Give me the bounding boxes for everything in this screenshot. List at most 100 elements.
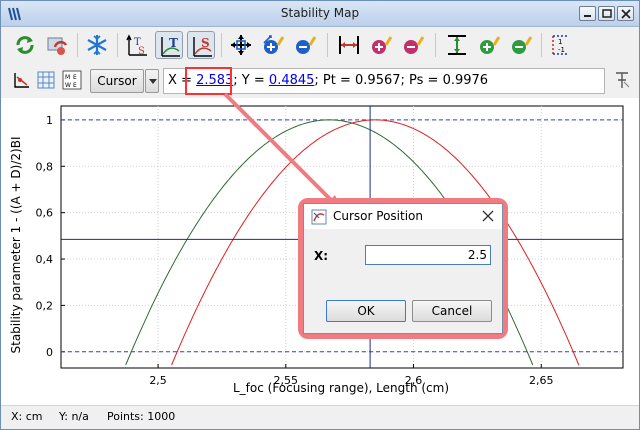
pin-icon xyxy=(616,72,630,88)
app-icon xyxy=(8,7,21,21)
maximize-button[interactable] xyxy=(598,6,615,21)
series-s-curve xyxy=(171,119,580,366)
zoom-out-y-icon xyxy=(512,36,533,54)
y-tick-label: 0,8 xyxy=(36,160,54,173)
ts-icon: T S xyxy=(126,34,147,57)
zoom-in-x-button[interactable] xyxy=(367,31,395,59)
chevron-down-icon[interactable] xyxy=(145,69,159,93)
x-position-input[interactable] xyxy=(365,245,491,265)
reset-icon xyxy=(47,37,68,55)
readout-x-link[interactable]: 2.583 xyxy=(196,73,234,88)
close-icon xyxy=(621,9,631,19)
y-tick-label: 0,6 xyxy=(36,207,54,220)
table-icon: M E W E xyxy=(62,70,82,90)
cursor-toolbar: M E W E Cursor X = 2.583; Y = 0.4845; Pt… xyxy=(1,65,639,97)
close-window-button[interactable] xyxy=(617,6,634,21)
window-title: Stability Map xyxy=(280,6,360,20)
s-curve-icon: S xyxy=(193,36,212,57)
zoom-in-y-icon xyxy=(480,36,501,54)
close-icon[interactable] xyxy=(480,208,496,224)
fit-x-button[interactable] xyxy=(335,31,363,59)
grid-button[interactable] xyxy=(35,69,57,91)
toolbar-separator xyxy=(117,33,118,57)
fit-all-button[interactable] xyxy=(227,31,255,59)
zoom-in-both-button[interactable] xyxy=(259,31,287,59)
freeze-button[interactable] xyxy=(83,31,111,59)
toolbar-separator xyxy=(77,33,78,57)
svg-text:S: S xyxy=(138,46,145,57)
svg-text:T: T xyxy=(134,37,141,48)
readout-highlight xyxy=(185,67,232,95)
zoom-out-x-icon xyxy=(404,36,425,54)
svg-text:E: E xyxy=(73,82,77,89)
title-bar[interactable]: Stability Map xyxy=(1,1,639,27)
y-scale-icon: 1 -1 xyxy=(552,35,569,55)
fit-x-icon xyxy=(339,36,359,54)
cursor-readout: X = 2.583; Y = 0.4845; Pt = 0.9567; Ps =… xyxy=(163,68,605,94)
x-tick-label: 2,65 xyxy=(529,374,554,387)
readout-y-link[interactable]: 0.4845 xyxy=(268,73,315,88)
y-axis-title: Stability parameter 1 - ((A + D)/2)BI xyxy=(9,136,23,354)
readout-params: ; Pt = 0.9567; Ps = 0.9976 xyxy=(314,73,489,88)
plot-app-icon xyxy=(311,209,327,225)
y-tick-label: 1 xyxy=(46,114,53,127)
status-y-unit: Y: n/a xyxy=(59,410,89,423)
ok-button[interactable]: OK xyxy=(326,300,406,322)
cancel-button[interactable]: Cancel xyxy=(412,300,492,322)
toolbar-separator xyxy=(327,33,328,57)
cursor-mode-button[interactable]: Cursor xyxy=(90,69,144,93)
minimize-button[interactable] xyxy=(579,6,596,21)
zoom-out-x-button[interactable] xyxy=(399,31,427,59)
y-tick-label: 0,2 xyxy=(36,299,54,312)
snowflake-icon xyxy=(87,35,107,55)
zoom-out-y-button[interactable] xyxy=(507,31,535,59)
svg-text:M: M xyxy=(65,74,70,81)
minimize-icon xyxy=(584,15,591,17)
grid-icon xyxy=(37,71,55,89)
svg-text:1: 1 xyxy=(558,38,562,46)
table-button[interactable]: M E W E xyxy=(61,69,83,91)
zoom-in-both-icon xyxy=(263,35,285,54)
svg-text:-1: -1 xyxy=(558,46,565,54)
reset-button[interactable] xyxy=(43,31,71,59)
cursor-position-dialog: Cursor Position X: OK Cancel xyxy=(303,203,503,334)
x-field-label: X: xyxy=(314,249,329,263)
readout-y-label: ; Y = xyxy=(233,73,269,88)
y-tick-label: 0 xyxy=(46,346,53,359)
zoom-out-both-icon xyxy=(296,36,317,54)
status-bar: X: cm Y: n/a Points: 1000 xyxy=(1,405,639,429)
svg-text:W: W xyxy=(65,82,71,89)
pin-button[interactable] xyxy=(613,70,631,90)
cursor-mode-combo[interactable]: Cursor xyxy=(90,69,160,93)
refresh-button[interactable] xyxy=(11,31,39,59)
t-view-button[interactable]: T xyxy=(155,31,183,59)
svg-text:S: S xyxy=(201,36,210,50)
main-toolbar: T S T S xyxy=(1,27,639,63)
zoom-in-y-button[interactable] xyxy=(475,31,503,59)
move-all-icon xyxy=(231,35,251,55)
fit-y-icon xyxy=(448,35,466,55)
ts-view-button[interactable]: T S xyxy=(123,31,151,59)
toolbar-separator xyxy=(221,33,222,57)
x-tick-label: 2,6 xyxy=(405,374,423,387)
y-scale-button[interactable]: 1 -1 xyxy=(547,31,575,59)
x-axis-title: L_foc (Focusing range), Length (cm) xyxy=(232,381,450,395)
status-points: Points: 1000 xyxy=(107,410,176,423)
y-tick-label: 0,4 xyxy=(36,253,54,266)
marker-icon xyxy=(14,73,29,88)
marker-button[interactable] xyxy=(11,69,33,91)
zoom-out-both-button[interactable] xyxy=(291,31,319,59)
status-x-unit: X: cm xyxy=(11,410,43,423)
s-view-button[interactable]: S xyxy=(187,31,215,59)
x-tick-label: 2,5 xyxy=(149,374,167,387)
refresh-icon xyxy=(16,36,34,54)
zoom-in-x-icon xyxy=(372,36,393,54)
toolbar-separator xyxy=(435,33,436,57)
maximize-icon xyxy=(602,9,612,18)
svg-text:T: T xyxy=(169,36,178,50)
fit-y-button[interactable] xyxy=(443,31,471,59)
t-curve-icon: T xyxy=(161,36,180,57)
dialog-title-bar[interactable]: Cursor Position xyxy=(304,204,502,229)
dialog-highlight-ring xyxy=(298,198,508,339)
